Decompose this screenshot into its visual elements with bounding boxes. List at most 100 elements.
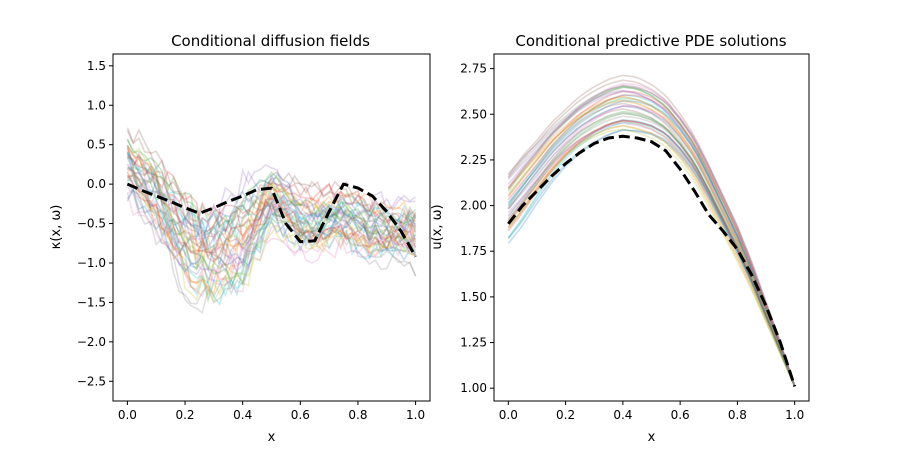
sample-line bbox=[127, 179, 417, 302]
x-tick-label: 1.0 bbox=[406, 408, 425, 422]
sample-line bbox=[507, 119, 796, 387]
y-tick-label: −1.5 bbox=[77, 295, 106, 309]
sample-line bbox=[507, 86, 796, 387]
sample-line bbox=[126, 156, 417, 248]
sample-line bbox=[126, 173, 417, 304]
sample-line bbox=[507, 120, 796, 387]
sample-line bbox=[507, 95, 796, 387]
sample-line bbox=[507, 105, 796, 387]
sample-line bbox=[127, 176, 417, 307]
sample-line bbox=[507, 100, 796, 387]
sample-line bbox=[126, 151, 417, 249]
y-tick-label: 0.0 bbox=[87, 177, 106, 191]
y-tick-label: −2.0 bbox=[77, 335, 106, 349]
sample-line bbox=[126, 187, 417, 274]
sample-line bbox=[507, 124, 796, 387]
y-tick-label: 1.25 bbox=[460, 336, 487, 350]
sample-line bbox=[507, 124, 796, 387]
y-tick-label: 2.25 bbox=[460, 153, 487, 167]
sample-line bbox=[126, 182, 417, 270]
y-tick-label: 2.50 bbox=[460, 107, 487, 121]
y-tick-label: 1.0 bbox=[87, 98, 106, 112]
y-axis-ticks: 2.75 2.50 2.25 2.00 1.75 1.50 1.25 1.00 bbox=[460, 62, 494, 395]
sample-line bbox=[127, 173, 417, 282]
y-axis-ticks: 1.5 1.0 0.5 0.0 −0.5 −1.0 −1.5 −2.0 −2.5 bbox=[77, 59, 113, 388]
y-axis-label: u(x, ω) bbox=[430, 204, 445, 249]
sample-line bbox=[507, 96, 796, 387]
sample-line bbox=[126, 171, 417, 257]
sample-line bbox=[507, 90, 796, 387]
sample-line bbox=[507, 89, 796, 387]
sample-line bbox=[126, 164, 417, 273]
sample-line bbox=[126, 154, 417, 251]
y-tick-label: 1.75 bbox=[460, 244, 487, 258]
sample-line bbox=[507, 118, 796, 387]
sample-line bbox=[507, 129, 796, 387]
panel-pde-solutions: Conditional predictive PDE solutions 0.0… bbox=[430, 32, 810, 445]
y-tick-label: −1.0 bbox=[77, 256, 106, 270]
sample-line bbox=[507, 97, 796, 387]
sample-line bbox=[507, 84, 796, 387]
sample-line bbox=[126, 145, 417, 234]
y-tick-label: −0.5 bbox=[77, 217, 106, 231]
x-axis-ticks: 0.0 0.2 0.4 0.6 0.8 1.0 bbox=[118, 401, 425, 422]
x-tick-label: 0.2 bbox=[175, 408, 194, 422]
x-axis-label: x bbox=[648, 430, 656, 445]
sample-line bbox=[127, 168, 417, 295]
sample-line bbox=[126, 145, 417, 271]
sample-line bbox=[507, 115, 796, 387]
y-tick-label: −2.5 bbox=[77, 374, 106, 388]
axes-frame bbox=[112, 53, 431, 402]
sample-line bbox=[126, 192, 416, 287]
x-tick-label: 0.8 bbox=[728, 408, 747, 422]
sample-line bbox=[126, 170, 416, 304]
sample-line bbox=[507, 129, 796, 387]
y-tick-label: 0.5 bbox=[87, 138, 106, 152]
sample-line bbox=[127, 168, 417, 275]
sample-line bbox=[126, 139, 417, 237]
sample-line bbox=[507, 102, 796, 387]
sample-line bbox=[126, 144, 417, 241]
y-tick-label: 1.5 bbox=[87, 59, 106, 73]
sample-line bbox=[127, 166, 417, 289]
panel-diffusion-fields: Conditional diffusion fields 0.0 0.2 0.4 0.… bbox=[49, 32, 431, 445]
reference-line bbox=[507, 134, 797, 387]
x-tick-label: 0.6 bbox=[671, 408, 690, 422]
x-tick-label: 0.0 bbox=[118, 408, 137, 422]
sample-line bbox=[507, 79, 796, 387]
sample-line bbox=[127, 166, 417, 286]
x-axis-label: x bbox=[268, 430, 276, 445]
chart-title: Conditional predictive PDE solutions bbox=[515, 32, 786, 50]
x-tick-label: 0.8 bbox=[348, 408, 367, 422]
chart-title: Conditional diffusion fields bbox=[171, 32, 370, 50]
y-tick-label: 1.00 bbox=[460, 381, 487, 395]
sample-line bbox=[507, 100, 796, 387]
sample-line bbox=[127, 167, 416, 265]
sample-line bbox=[126, 188, 417, 305]
x-tick-label: 1.0 bbox=[785, 408, 804, 422]
sample-line bbox=[507, 90, 796, 387]
sample-line bbox=[126, 186, 417, 315]
x-tick-label: 0.2 bbox=[556, 408, 575, 422]
sample-line bbox=[507, 86, 796, 387]
x-tick-label: 0.4 bbox=[233, 408, 252, 422]
sample-line bbox=[126, 174, 417, 263]
y-axis-label: κ(x, ω) bbox=[49, 205, 64, 250]
plot-lines bbox=[507, 74, 797, 387]
sample-line bbox=[126, 130, 417, 251]
sample-line bbox=[507, 105, 796, 387]
sample-line bbox=[126, 138, 417, 231]
x-tick-label: 0.4 bbox=[613, 408, 632, 422]
y-tick-label: 2.75 bbox=[460, 62, 487, 76]
sample-line bbox=[507, 82, 796, 387]
sample-line bbox=[127, 188, 416, 298]
axes-frame bbox=[493, 53, 810, 402]
sample-line bbox=[126, 127, 417, 244]
x-axis-ticks: 0.0 0.2 0.4 0.6 0.8 1.0 bbox=[499, 401, 804, 422]
sample-line bbox=[507, 104, 796, 387]
sample-line bbox=[126, 153, 417, 266]
sample-line bbox=[507, 85, 796, 387]
sample-line bbox=[507, 94, 796, 387]
sample-line bbox=[126, 163, 417, 260]
